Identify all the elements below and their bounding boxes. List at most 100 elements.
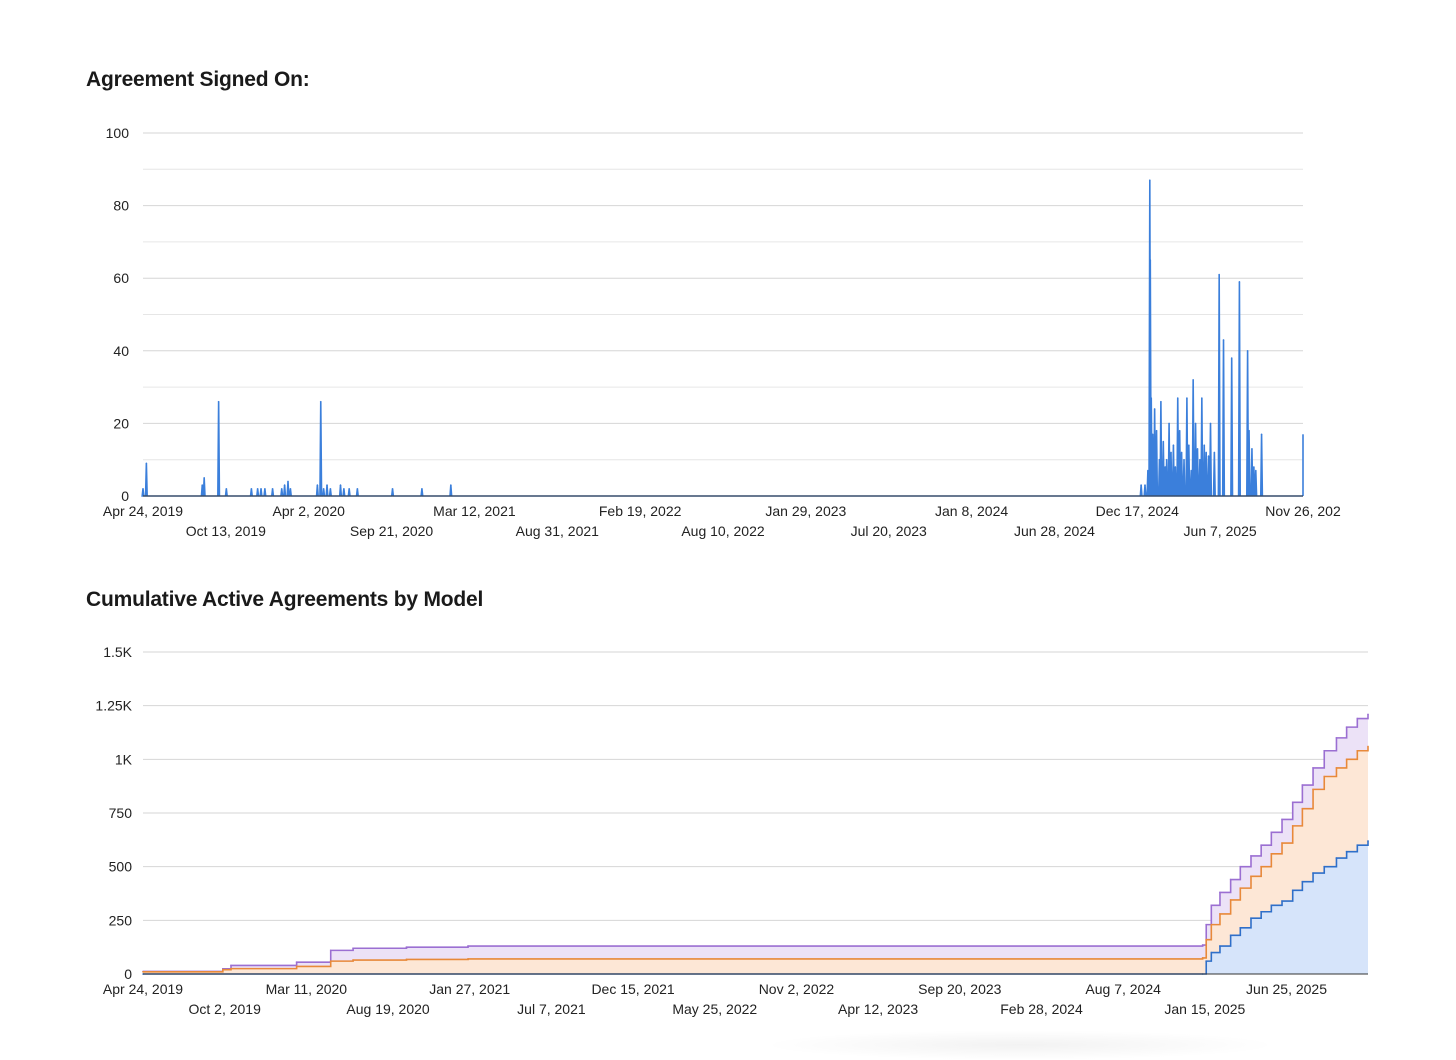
data-point <box>201 484 204 486</box>
data-point <box>145 462 148 465</box>
data-point <box>1158 458 1161 461</box>
data-point <box>348 487 350 490</box>
bottom-shadow <box>760 1030 1280 1060</box>
x-tick-label: Jun 7, 2025 <box>1184 523 1257 539</box>
data-point <box>287 480 289 483</box>
data-point <box>1205 938 1208 941</box>
data-point <box>1270 831 1273 834</box>
data-point <box>1230 357 1233 359</box>
y-tick-label: 1.25K <box>95 698 132 714</box>
data-point <box>339 484 342 486</box>
data-point <box>1229 878 1232 881</box>
data-point <box>1222 339 1225 341</box>
x-tick-label: Apr 12, 2023 <box>838 1001 918 1017</box>
x-tick-label: Aug 19, 2020 <box>346 1001 430 1017</box>
data-point <box>329 487 332 490</box>
data-point <box>1180 451 1183 454</box>
x-tick-label: Apr 24, 2019 <box>103 981 183 997</box>
data-point <box>1162 440 1165 443</box>
x-tick-label: Sep 21, 2020 <box>350 523 434 539</box>
data-point <box>1239 865 1242 868</box>
cumulative-agreements-chart: 0 250 500 750 1K 1.25K 1.5K Apr 24, 2019 Oct 2, … <box>95 644 1369 1017</box>
data-point <box>467 958 469 960</box>
data-point <box>1229 899 1232 901</box>
data-point <box>1291 889 1294 892</box>
data-point <box>1155 429 1158 432</box>
data-point <box>1345 758 1348 761</box>
data-point <box>289 487 292 490</box>
data-point <box>1149 179 1151 181</box>
data-point <box>1201 944 1204 946</box>
data-point <box>230 964 232 967</box>
data-point <box>1356 844 1359 846</box>
y-tick-label: 500 <box>109 859 133 875</box>
x-tick-label: Jun 28, 2024 <box>1014 523 1095 539</box>
data-point <box>1301 807 1304 810</box>
data-point <box>1301 784 1304 786</box>
data-point <box>1367 745 1369 748</box>
data-point <box>1356 749 1359 752</box>
data-point <box>256 487 259 490</box>
data-point <box>1219 913 1221 915</box>
data-point <box>1196 448 1199 450</box>
x-tick-label: Jan 29, 2023 <box>765 503 846 519</box>
data-point <box>1238 281 1241 283</box>
data-point <box>352 947 354 950</box>
data-point <box>1209 422 1212 425</box>
data-point <box>1250 855 1252 857</box>
x-tick-label: Oct 2, 2019 <box>188 1001 261 1017</box>
data-point <box>1201 397 1203 399</box>
series-line-daily-signed <box>141 180 1303 497</box>
data-point <box>271 487 274 490</box>
series-line-blue <box>143 840 1369 975</box>
data-point <box>391 487 394 490</box>
data-point <box>1207 455 1210 457</box>
data-point <box>1178 429 1181 432</box>
data-point <box>1281 818 1283 821</box>
data-point <box>1250 917 1252 919</box>
x-tick-label: Apr 24, 2019 <box>103 503 183 519</box>
x-tick-label: Aug 10, 2022 <box>681 523 765 539</box>
data-point <box>1260 910 1262 913</box>
data-point <box>1168 422 1170 425</box>
data-point <box>280 487 283 490</box>
x-tick-label: Mar 11, 2020 <box>266 981 348 997</box>
y-tick-label: 20 <box>113 415 129 431</box>
data-point <box>264 487 266 490</box>
data-point <box>1291 801 1294 804</box>
data-point <box>1219 891 1221 894</box>
y-tick-label: 0 <box>124 966 132 982</box>
data-point <box>1149 259 1152 261</box>
data-point <box>1270 852 1273 855</box>
x-tick-label: Jan 8, 2024 <box>935 503 1008 519</box>
data-point <box>1170 451 1172 454</box>
data-point <box>1335 737 1338 739</box>
data-point <box>250 487 253 490</box>
data-point <box>1323 775 1326 778</box>
data-point <box>1260 433 1263 436</box>
data-point <box>1246 350 1249 352</box>
data-point <box>1165 458 1168 461</box>
data-point <box>295 965 298 968</box>
data-point <box>1250 875 1252 878</box>
data-point <box>1140 484 1142 486</box>
series-line-orange <box>143 746 1369 973</box>
y-tick-label: 40 <box>113 343 129 359</box>
data-point <box>1201 957 1204 959</box>
data-point <box>217 400 220 403</box>
chart-title-agreements-signed: Agreement Signed On: <box>86 68 310 91</box>
data-point <box>1172 444 1175 446</box>
data-point <box>1356 717 1359 720</box>
data-point <box>1205 960 1208 962</box>
x-tick-label: Nov 26, 202 <box>1265 503 1341 519</box>
series-area-purple <box>143 714 1368 974</box>
data-point <box>225 487 228 490</box>
y-tick-label: 250 <box>109 912 133 928</box>
data-point <box>1151 433 1154 436</box>
data-point <box>1205 451 1207 454</box>
data-point <box>1291 825 1294 827</box>
data-point <box>467 945 469 947</box>
data-point <box>203 477 205 479</box>
